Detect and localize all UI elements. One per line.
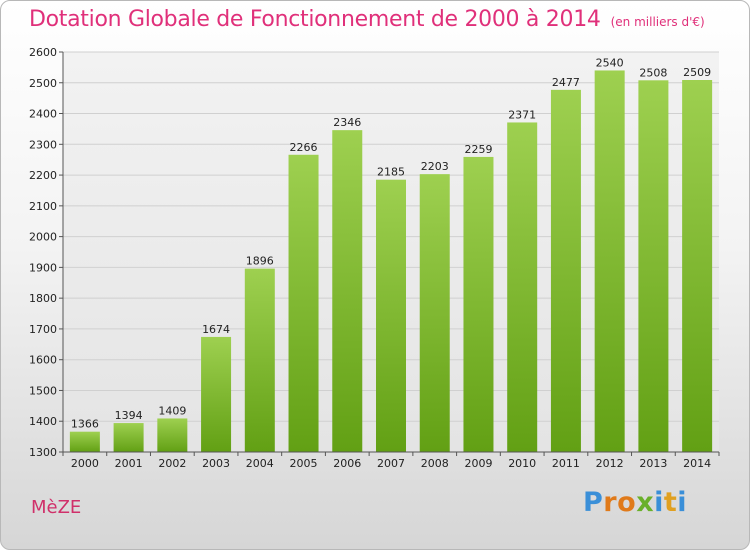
x-tick-label: 2001 <box>115 457 143 470</box>
logo-letter: t <box>663 487 678 518</box>
data-label: 2540 <box>596 56 624 69</box>
bar <box>69 431 100 452</box>
y-tick-label: 1900 <box>29 261 57 274</box>
x-tick-label: 2003 <box>202 457 230 470</box>
data-label: 2509 <box>683 66 711 79</box>
data-label: 1674 <box>202 323 230 336</box>
logo-letter: i <box>677 487 688 518</box>
y-tick-label: 2200 <box>29 169 57 182</box>
data-label: 1409 <box>158 404 186 417</box>
y-tick-label: 1700 <box>29 323 57 336</box>
logo-letter: P <box>583 487 604 518</box>
x-tick-label: 2006 <box>333 457 361 470</box>
data-label: 1896 <box>246 255 274 268</box>
y-tick-label: 1600 <box>29 354 57 367</box>
chart-title: Dotation Globale de Fonctionnement de 20… <box>29 7 705 32</box>
data-label: 1366 <box>71 418 99 431</box>
data-label: 2346 <box>333 116 361 129</box>
y-tick-label: 2100 <box>29 200 57 213</box>
bar <box>463 156 494 452</box>
y-tick-label: 2300 <box>29 138 57 151</box>
y-tick-label: 1300 <box>29 446 57 459</box>
logo-letter: r <box>603 487 618 518</box>
bar <box>594 70 625 452</box>
x-tick-label: 2007 <box>377 457 405 470</box>
x-tick-label: 2014 <box>683 457 711 470</box>
x-tick-label: 2011 <box>552 457 580 470</box>
bar <box>244 268 275 452</box>
bar <box>201 336 232 452</box>
y-tick-label: 2600 <box>29 46 57 59</box>
proxiti-logo: Proxiti <box>583 487 687 518</box>
data-label: 2508 <box>639 66 667 79</box>
y-tick-label: 1800 <box>29 292 57 305</box>
bar <box>682 80 713 452</box>
bar <box>550 89 581 452</box>
bar <box>638 80 669 453</box>
x-tick-label: 2010 <box>508 457 536 470</box>
bar <box>376 179 406 452</box>
data-label: 2371 <box>508 108 536 121</box>
x-tick-label: 2002 <box>158 457 186 470</box>
x-tick-label: 2013 <box>639 457 667 470</box>
title-main: Dotation Globale de Fonctionnement de 20… <box>29 7 601 32</box>
logo-letter: i <box>654 487 664 518</box>
bar <box>288 154 319 452</box>
data-label: 2203 <box>421 160 449 173</box>
y-tick-label: 2000 <box>29 231 57 244</box>
data-label: 2259 <box>464 143 492 156</box>
x-tick-label: 2012 <box>596 457 624 470</box>
data-label: 2185 <box>377 166 405 179</box>
bar <box>507 122 538 452</box>
x-tick-label: 2000 <box>71 457 99 470</box>
x-tick-label: 2009 <box>464 457 492 470</box>
x-tick-label: 2005 <box>290 457 318 470</box>
plot-area: 1300 1400 1500 1600 1700 1800 1900 2000 2100 2200… <box>29 46 720 470</box>
data-label: 2266 <box>290 141 318 154</box>
bar <box>157 418 188 452</box>
y-tick-label: 2500 <box>29 77 57 90</box>
logo-letter: x <box>636 487 655 518</box>
commune-name: MèZE <box>31 497 82 518</box>
y-tick-label: 1500 <box>29 384 57 397</box>
data-label: 1394 <box>115 409 143 422</box>
title-unit: (en milliers d'€) <box>610 15 705 29</box>
x-tick-label: 2008 <box>421 457 449 470</box>
y-tick-label: 1400 <box>29 415 57 428</box>
x-tick-label: 2004 <box>246 457 274 470</box>
logo-letter: o <box>617 487 637 518</box>
data-label: 2477 <box>552 76 580 89</box>
bar <box>332 130 363 452</box>
y-tick-label: 2400 <box>29 108 57 121</box>
bar <box>113 423 144 452</box>
bar <box>419 174 450 452</box>
